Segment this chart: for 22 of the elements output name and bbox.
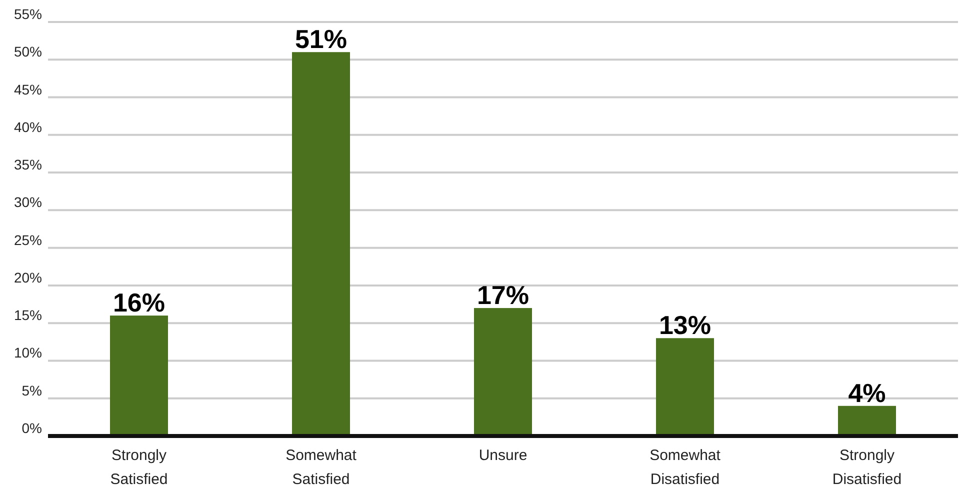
y-tick-label: 55% [14,6,42,22]
x-tick-label: Unsure [478,447,528,464]
x-tick-label: Somewhat Satisfied [286,447,358,488]
x-tick-label: Somewhat Disatisfied [650,447,722,488]
y-tick-label: 25% [14,232,42,248]
data-label: 13% [658,310,712,340]
y-tick-label: 40% [14,118,42,135]
y-tick-label: 30% [14,194,42,210]
y-tick-label: 0% [22,420,42,436]
data-label: 4% [848,378,886,408]
y-tick-label: 45% [14,81,42,98]
y-tick-label: 15% [14,307,42,324]
y-tick-label: 20% [14,269,42,286]
y-tick-label: 5% [22,382,42,398]
data-label: 16% [112,288,166,318]
x-tick-label: Strongly Disatisfied [832,447,902,488]
data-label: 17% [476,280,530,310]
data-label: 51% [294,24,348,54]
y-tick-label: 35% [14,156,42,173]
y-tick-label: 50% [14,44,42,60]
x-tick-label: Strongly Satisfied [110,447,168,488]
y-tick-label: 10% [14,344,42,361]
